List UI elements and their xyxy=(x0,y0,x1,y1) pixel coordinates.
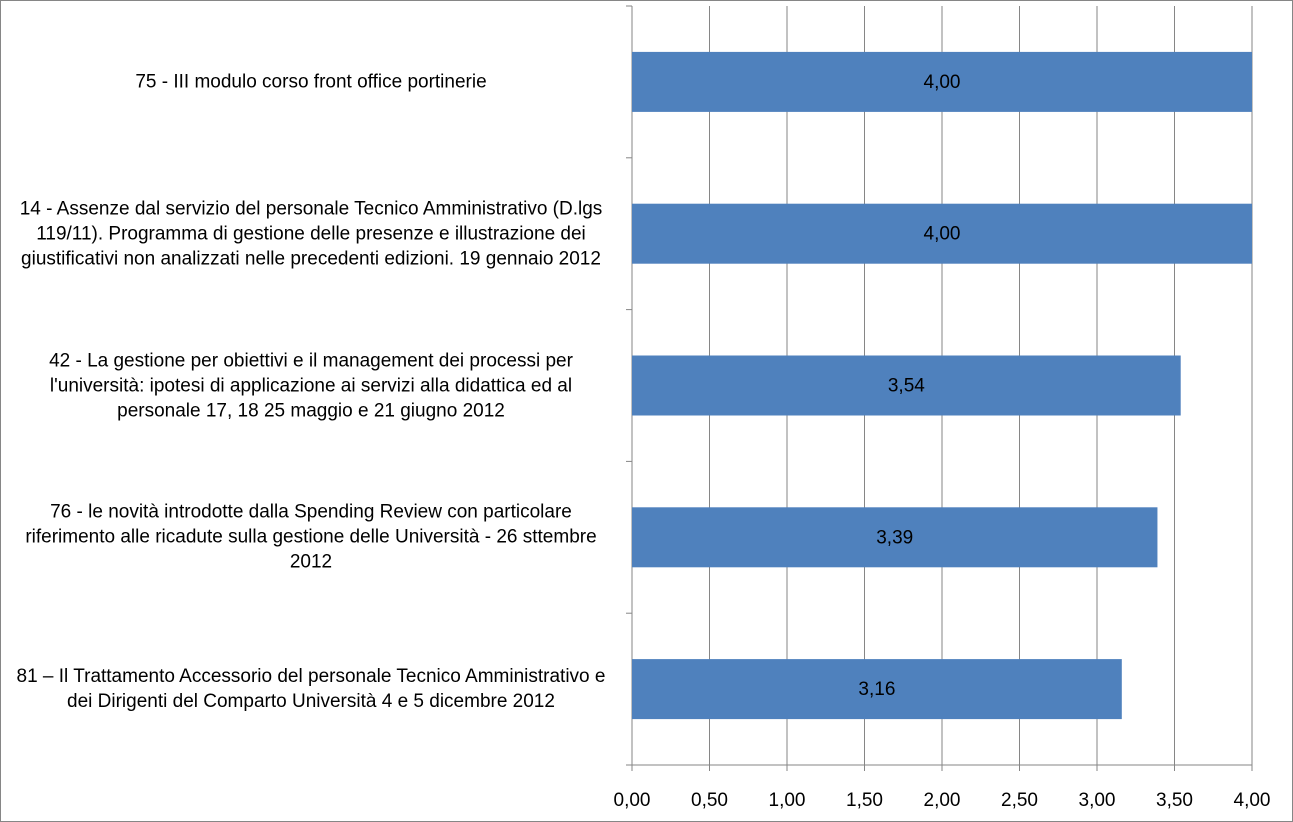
x-tick-label: 2,00 xyxy=(924,790,961,811)
x-tick-label: 0,00 xyxy=(614,790,651,811)
bar xyxy=(632,203,1252,264)
y-tick-label: 42 - La gestione per obiettivi e il mana… xyxy=(49,350,573,421)
bar xyxy=(632,659,1122,720)
data-label: 3,39 xyxy=(876,527,913,548)
x-tick-label: 1,00 xyxy=(769,790,806,811)
y-tick-label: 75 - III modulo corso front office porti… xyxy=(135,71,487,93)
x-tick-label: 2,50 xyxy=(1001,790,1038,811)
y-tick-label: 14 - Assenze dal servizio del personale … xyxy=(19,198,603,270)
x-tick-label: 3,00 xyxy=(1079,790,1116,811)
x-tick-label: 1,50 xyxy=(846,790,883,811)
data-label: 4,00 xyxy=(924,224,961,245)
x-tick-label: 4,00 xyxy=(1234,790,1271,811)
data-label: 3,54 xyxy=(888,376,925,397)
y-tick-label: 81 – Il Trattamento Accessorio del perso… xyxy=(16,666,606,713)
bar xyxy=(632,507,1158,568)
bar xyxy=(632,355,1181,416)
bar xyxy=(632,51,1252,112)
x-tick-label: 0,50 xyxy=(691,790,728,811)
x-tick-label: 3,50 xyxy=(1156,790,1193,811)
data-label: 4,00 xyxy=(924,72,961,93)
data-label: 3,16 xyxy=(858,679,895,700)
y-tick-label: 76 - le novità introdotte dalla Spending… xyxy=(25,501,597,573)
